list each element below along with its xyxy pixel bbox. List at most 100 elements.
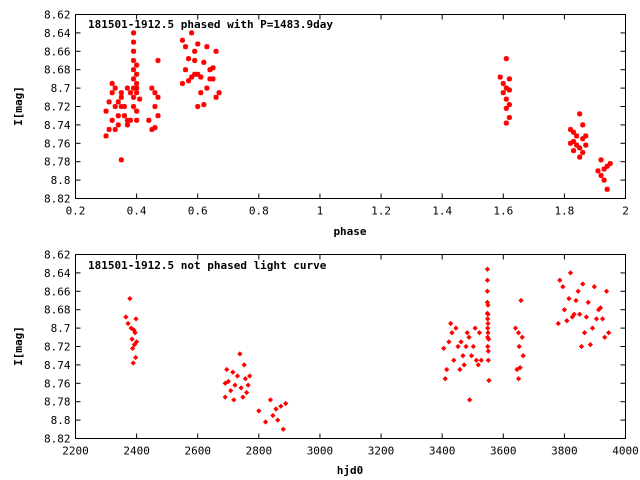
data-point	[485, 357, 491, 363]
data-point	[560, 284, 566, 290]
data-point	[577, 111, 583, 117]
x-tick-label: 3000	[307, 445, 334, 458]
data-point	[485, 330, 491, 336]
data-point	[514, 366, 520, 373]
data-point	[486, 377, 492, 384]
data-point	[598, 172, 604, 179]
y-tick-label: 8.78	[44, 396, 71, 409]
plot-frame	[75, 14, 626, 199]
data-point	[446, 339, 452, 345]
data-point	[598, 157, 604, 163]
data-point	[198, 90, 204, 96]
y-tick-label: 8.76	[44, 377, 71, 390]
x-tick-label: 0.4	[127, 205, 147, 218]
data-point	[485, 302, 491, 308]
x-tick-label: 2600	[184, 445, 211, 458]
data-point	[103, 133, 109, 139]
data-point	[198, 74, 204, 80]
data-point	[207, 67, 213, 73]
x-tick-label: 1.8	[554, 205, 574, 218]
data-point	[149, 85, 155, 91]
data-point	[231, 397, 237, 403]
x-tick-label: 0.6	[188, 205, 208, 218]
y-tick-label: 8.74	[44, 119, 71, 132]
data-point	[591, 284, 597, 290]
data-point	[484, 288, 491, 294]
data-point	[485, 316, 491, 322]
y-tick-label: 8.7	[51, 82, 71, 95]
x-tick-label: 3600	[490, 445, 517, 458]
y-tick-label: 8.66	[44, 285, 71, 298]
data-point	[571, 311, 577, 317]
data-point	[577, 154, 583, 160]
data-point	[449, 330, 455, 336]
data-point	[518, 297, 524, 304]
data-point	[201, 102, 207, 108]
x-tick-label: 3200	[368, 445, 395, 458]
y-tick-label: 8.62	[44, 9, 71, 22]
data-point	[189, 30, 195, 36]
data-point	[109, 80, 115, 87]
data-point	[561, 307, 568, 313]
data-point	[123, 314, 129, 320]
data-point	[506, 102, 512, 108]
data-point	[237, 351, 243, 357]
y-tick-label: 8.72	[44, 101, 71, 114]
data-point	[280, 426, 286, 432]
chart-title: 181501-1912.5 phased with P=1483.9day	[88, 18, 333, 31]
data-point	[115, 113, 121, 119]
data-point	[134, 80, 140, 87]
y-tick-label: 8.82	[44, 193, 71, 206]
x-axis-label: hjd0	[337, 464, 364, 477]
data-point	[583, 142, 589, 148]
data-point	[130, 76, 137, 82]
y-axis-label: I[mag]	[12, 326, 25, 366]
data-point	[155, 57, 161, 64]
x-tick-label: 2	[622, 205, 629, 218]
data-point	[567, 126, 574, 133]
data-point	[473, 357, 480, 363]
data-point	[134, 62, 140, 68]
data-point	[512, 325, 519, 331]
data-point	[464, 330, 470, 336]
data-point	[207, 76, 213, 82]
plot-frame	[75, 254, 626, 439]
data-point	[131, 342, 138, 348]
data-point	[602, 334, 608, 340]
x-tick-label: 0.2	[66, 205, 86, 218]
data-point	[130, 85, 137, 91]
data-point	[466, 334, 472, 340]
data-point	[470, 343, 476, 350]
y-tick-label: 8.78	[44, 156, 71, 169]
data-point	[585, 299, 591, 305]
data-point	[485, 325, 491, 331]
data-point	[125, 320, 131, 327]
data-point	[179, 37, 186, 43]
data-point	[503, 96, 509, 102]
data-point	[195, 103, 201, 110]
y-tick-label: 8.64	[44, 267, 71, 280]
x-axis-label: phase	[333, 225, 366, 238]
data-point	[179, 80, 186, 87]
data-point	[124, 85, 131, 91]
data-point	[485, 336, 492, 342]
data-point	[247, 373, 253, 379]
data-point	[130, 94, 137, 100]
y-tick-label: 8.76	[44, 137, 71, 150]
data-point	[484, 277, 491, 283]
unphased-light-curve-panel: 2200 2400 2600 2800 3000 3200 3400 3600 3800 4000…	[12, 249, 639, 478]
phased-data-points	[103, 30, 613, 192]
data-point	[593, 316, 600, 322]
data-point	[567, 270, 574, 276]
data-point	[484, 266, 491, 272]
data-point	[256, 408, 262, 414]
data-point	[500, 90, 506, 96]
data-point	[580, 122, 586, 128]
data-point	[232, 382, 238, 388]
x-tick-label: 0.8	[249, 205, 269, 218]
data-point	[603, 288, 610, 294]
data-point	[134, 85, 140, 91]
data-point	[467, 397, 473, 403]
data-point	[444, 366, 450, 373]
y-tick-label: 8.68	[44, 304, 71, 317]
